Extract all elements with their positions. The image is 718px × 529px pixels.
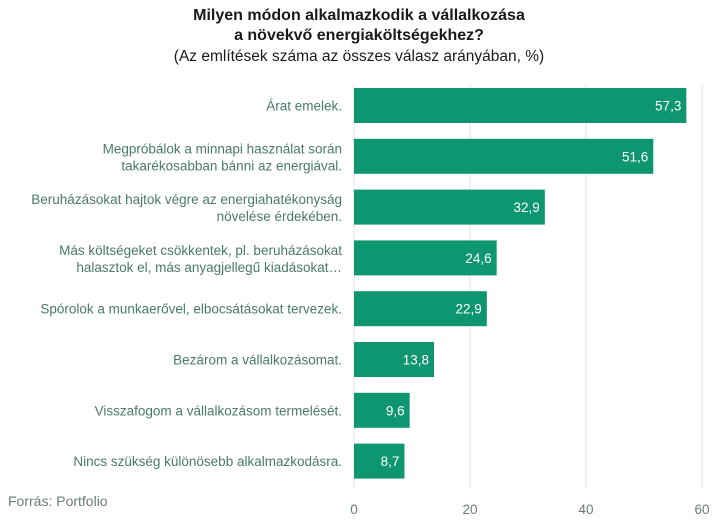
bar-value-label: 9,6	[386, 403, 405, 418]
category-label: takarékosabban bánni az energiával.	[121, 158, 342, 173]
x-tick-label: 0	[350, 502, 358, 517]
x-tick-label: 60	[694, 502, 709, 517]
chart-title-block: Milyen módon alkalmazkodik a vállalkozás…	[0, 6, 718, 68]
x-tick-label: 20	[462, 502, 477, 517]
x-tick-label: 40	[578, 502, 593, 517]
bar-value-label: 8,7	[381, 454, 400, 469]
category-label: Nincs szükség különösebb alkalmazkodásra…	[73, 454, 342, 469]
category-label: Megpróbálok a minnapi használat során	[103, 141, 342, 156]
bar-value-label: 32,9	[514, 200, 540, 215]
bar-4	[354, 291, 487, 327]
category-label: halasztok el, más anyagjellegű kiadásoka…	[76, 260, 342, 275]
chart-subtitle: (Az említések száma az összes válasz ará…	[173, 48, 545, 65]
bar-0	[354, 88, 687, 123]
bar-value-label: 24,6	[465, 251, 491, 266]
category-label: növelése érdekében.	[217, 209, 342, 224]
source-note: Forrás: Portfolio	[8, 493, 108, 509]
bar-5	[354, 342, 435, 377]
category-label: Spórolok a munkaerővel, elbocsátásokat t…	[40, 302, 342, 317]
bar-value-label: 57,3	[655, 99, 681, 114]
bar-value-label: 51,6	[622, 149, 648, 164]
category-label: Más költségeket csökkentek, pl. beruházá…	[59, 243, 342, 258]
bar-3	[354, 240, 497, 276]
bar-7	[354, 443, 405, 479]
bar-value-label: 13,8	[403, 353, 429, 368]
bar-6	[354, 392, 410, 428]
bar-2	[354, 189, 545, 225]
category-label: Árat emelek.	[266, 99, 342, 114]
bar-1	[354, 138, 654, 174]
category-label: Bezárom a vállalkozásomat.	[173, 353, 342, 368]
bar-value-label: 22,9	[456, 302, 482, 317]
category-label: Visszafogom a vállalkozásom termelését.	[95, 403, 342, 418]
chart-title-line-2: a növekvő energiaköltségekhez?	[234, 27, 484, 44]
category-label: Beruházásokat hajtok végre az energiahat…	[31, 192, 342, 207]
chart-title-line-1: Milyen módon alkalmazkodik a vállalkozás…	[193, 7, 525, 24]
